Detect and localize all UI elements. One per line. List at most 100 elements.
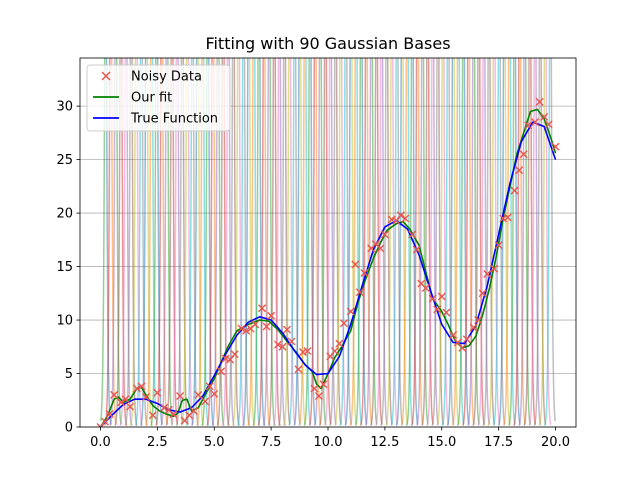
legend-label: Noisy Data: [131, 70, 202, 85]
y-tick-label: 5: [65, 367, 73, 382]
gaussian-basis-line: [100, 58, 123, 425]
gaussian-basis-line: [359, 58, 383, 426]
data-point: [490, 264, 499, 273]
gaussian-basis-line: [533, 58, 556, 426]
x-tick-label: 7.5: [261, 435, 282, 450]
data-point: [458, 343, 467, 352]
gaussian-basis-line: [502, 58, 526, 426]
gaussian-basis-line: [191, 58, 215, 426]
gaussian-basis-line: [267, 58, 291, 426]
data-point: [287, 337, 296, 346]
data-point: [335, 339, 344, 348]
data-point: [396, 211, 405, 220]
data-point: [201, 397, 210, 406]
gaussian-basis-line: [272, 58, 296, 426]
legend-label: True Function: [130, 112, 218, 127]
data-point: [360, 268, 369, 277]
gaussian-basis-line: [318, 58, 342, 426]
series-line-our-fit: [99, 108, 557, 427]
gaussian-basis-line: [497, 58, 521, 426]
gaussian-basis-line: [334, 58, 358, 426]
gaussian-basis-line: [242, 58, 266, 426]
data-point: [132, 384, 141, 393]
gaussian-basis-line: [421, 58, 445, 426]
gaussian-basis-line: [354, 58, 378, 426]
gaussian-bases: [100, 58, 556, 426]
gaussian-basis-line: [487, 58, 511, 426]
gaussian-basis-line: [523, 58, 547, 426]
data-point: [262, 322, 271, 331]
gaussian-basis-line: [364, 58, 388, 426]
data-point: [442, 308, 451, 317]
gaussian-basis-line: [288, 58, 312, 426]
data-point: [110, 390, 119, 399]
data-point: [283, 325, 292, 334]
data-point: [273, 340, 282, 349]
gaussian-basis-line: [482, 58, 506, 426]
gaussian-basis-line: [114, 58, 138, 426]
data-point: [210, 389, 219, 398]
data-point: [189, 406, 198, 415]
gaussian-basis-line: [185, 58, 210, 426]
y-tick-label: 10: [56, 314, 73, 329]
gaussian-basis-line: [247, 58, 271, 426]
gaussian-basis-line: [145, 58, 169, 426]
gaussian-basis-line: [237, 58, 261, 426]
gaussian-basis-line: [543, 58, 551, 426]
gaussian-basis-line: [462, 58, 486, 426]
data-point: [314, 391, 323, 400]
gaussian-basis-line: [150, 58, 174, 426]
data-point: [401, 214, 410, 223]
y-axis-ticks: 0 5 10 15 20 25 30: [56, 100, 80, 436]
data-point: [251, 320, 260, 329]
data-point: [462, 335, 471, 344]
data-point: [421, 283, 430, 292]
gaussian-basis-line: [492, 58, 516, 426]
data-point: [160, 403, 169, 412]
data-point: [242, 326, 251, 335]
data-point: [116, 398, 125, 407]
gaussian-basis-line: [262, 58, 286, 426]
gaussian-basis-line: [513, 58, 537, 426]
data-point: [148, 411, 157, 420]
gaussian-basis-line: [426, 58, 450, 426]
data-point: [494, 241, 503, 250]
gaussian-basis-line: [456, 58, 480, 426]
x-tick-label: 15.0: [427, 435, 456, 450]
data-point: [535, 97, 544, 106]
data-point: [376, 244, 385, 253]
data-point: [540, 112, 549, 121]
y-tick-label: 25: [56, 153, 73, 168]
data-point: [408, 230, 417, 239]
gaussian-basis-line: [410, 58, 434, 426]
gaussian-basis-line: [170, 58, 194, 426]
data-point: [126, 402, 135, 411]
data-point: [428, 294, 437, 303]
data-point: [469, 323, 478, 332]
data-point: [412, 245, 421, 254]
gaussian-basis-line: [472, 58, 496, 426]
data-point: [258, 304, 267, 313]
gaussian-basis-line: [477, 58, 501, 426]
gaussian-basis-line: [201, 58, 225, 426]
x-tick-label: 20.0: [541, 435, 570, 450]
gaussian-basis-line: [109, 58, 133, 426]
gaussian-basis-line: [124, 58, 148, 426]
data-point: [294, 365, 303, 374]
legend-entry: True Function: [93, 112, 218, 127]
x-tick-label: 5.0: [204, 435, 225, 450]
gaussian-basis-line: [232, 58, 256, 426]
x-tick-label: 2.5: [147, 435, 168, 450]
gaussian-basis-line: [538, 58, 546, 426]
data-point: [194, 390, 203, 399]
gaussian-basis-line: [385, 58, 409, 426]
gaussian-basis-line: [400, 58, 424, 426]
data-point: [278, 342, 287, 351]
legend-marker: [101, 71, 111, 81]
data-point: [551, 142, 560, 151]
gaussian-basis-line: [370, 58, 393, 426]
gaussian-basis-line: [221, 58, 246, 426]
data-point: [169, 410, 178, 419]
gaussian-basis-line: [175, 58, 200, 426]
data-point: [478, 289, 487, 298]
